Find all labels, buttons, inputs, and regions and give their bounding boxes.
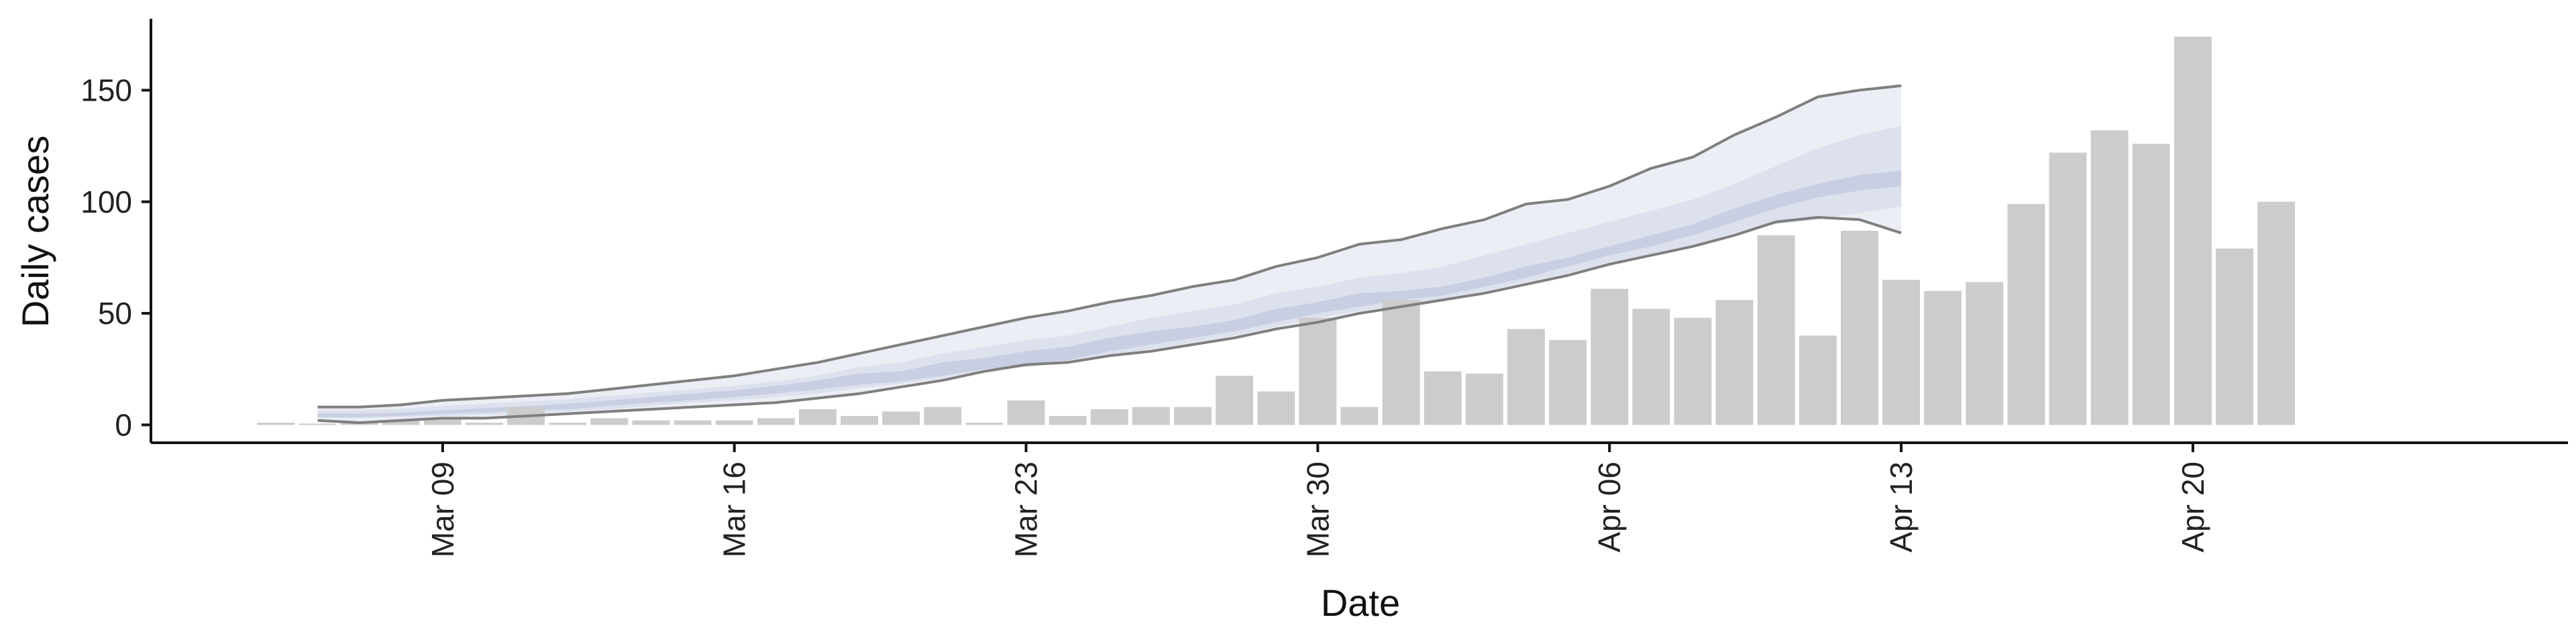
bar-2020-03-25	[1090, 409, 1128, 425]
bar-2020-04-04	[1507, 329, 1545, 425]
x-tick-label-2020-03-23: Mar 23	[1009, 462, 1044, 557]
estimate-interval-lines	[317, 84, 1902, 425]
y-axis-title: Daily cases	[14, 136, 56, 327]
lower-90-line	[317, 216, 1902, 425]
bar-2020-04-01	[1382, 300, 1420, 425]
bar-2020-04-19	[2132, 144, 2170, 425]
bar-2020-03-31	[1340, 407, 1379, 425]
x-tick-label-2020-03-30: Mar 30	[1300, 462, 1335, 557]
bar-2020-04-07	[1632, 309, 1670, 425]
bar-2020-04-08	[1674, 317, 1712, 425]
y-axis-ticks: 0 50 100 150	[80, 72, 151, 442]
upper-90-line	[317, 84, 1902, 409]
bar-2020-03-27	[1174, 407, 1212, 425]
bar-2020-04-18	[2090, 130, 2129, 425]
bar-2020-03-26	[1132, 407, 1170, 425]
x-tick-label-2020-03-09: Mar 09	[425, 462, 460, 557]
bar-2020-03-08	[382, 420, 420, 425]
x-tick-label-2020-03-16: Mar 16	[717, 462, 752, 557]
bar-2020-04-05	[1549, 340, 1587, 425]
bar-2020-03-10	[466, 423, 503, 425]
bar-2020-03-15	[674, 420, 712, 425]
bar-2020-03-22	[965, 423, 1004, 425]
bar-2020-04-12	[1841, 231, 1878, 425]
bar-2020-04-06	[1591, 288, 1629, 425]
observed-bars	[257, 36, 2296, 425]
bar-2020-04-13	[1882, 280, 1920, 425]
y-tick-label-50: 50	[98, 296, 132, 331]
x-tick-label-2020-04-20: Apr 20	[2176, 462, 2210, 553]
bar-2020-03-13	[590, 418, 629, 425]
x-axis-ticks: Mar 09 Mar 16 Mar 23 Mar 30 Apr 06 Apr 13 Apr …	[425, 443, 2210, 557]
bar-2020-03-06	[299, 423, 337, 425]
bar-2020-03-20	[882, 411, 920, 425]
x-tick-label-2020-04-06: Apr 06	[1592, 462, 1627, 553]
bar-2020-03-19	[841, 416, 878, 425]
bar-2020-04-14	[1924, 290, 1962, 425]
x-axis-title: Date	[1321, 582, 1400, 624]
bar-2020-04-02	[1424, 371, 1462, 425]
bar-2020-03-09	[423, 418, 462, 425]
y-tick-label-150: 150	[80, 72, 132, 107]
bar-2020-03-18	[799, 409, 837, 425]
bar-2020-03-05	[257, 423, 295, 425]
bar-2020-03-16	[715, 420, 753, 425]
bar-2020-03-30	[1299, 317, 1337, 425]
bar-2020-04-16	[2007, 204, 2045, 425]
bar-2020-04-09	[1715, 300, 1754, 425]
bar-2020-04-22	[2257, 201, 2296, 425]
bar-2020-03-14	[632, 420, 670, 425]
y-tick-label-0: 0	[115, 407, 132, 442]
bar-2020-04-11	[1799, 335, 1837, 425]
bar-2020-03-12	[549, 423, 587, 425]
bar-2020-04-20	[2174, 36, 2212, 425]
bar-2020-04-21	[2216, 248, 2253, 425]
bar-2020-04-17	[2049, 152, 2087, 425]
bar-2020-03-29	[1257, 391, 1295, 425]
bar-2020-03-28	[1216, 376, 1254, 425]
y-tick-label-100: 100	[80, 184, 132, 219]
bar-2020-04-15	[1966, 282, 2004, 425]
bar-2020-03-23	[1007, 400, 1045, 425]
bar-2020-03-17	[757, 418, 795, 425]
bar-2020-04-10	[1757, 235, 1795, 425]
bar-2020-03-24	[1049, 416, 1087, 425]
bar-2020-04-03	[1465, 373, 1503, 425]
x-tick-label-2020-04-13: Apr 13	[1884, 462, 1919, 553]
bar-2020-03-21	[924, 407, 962, 425]
